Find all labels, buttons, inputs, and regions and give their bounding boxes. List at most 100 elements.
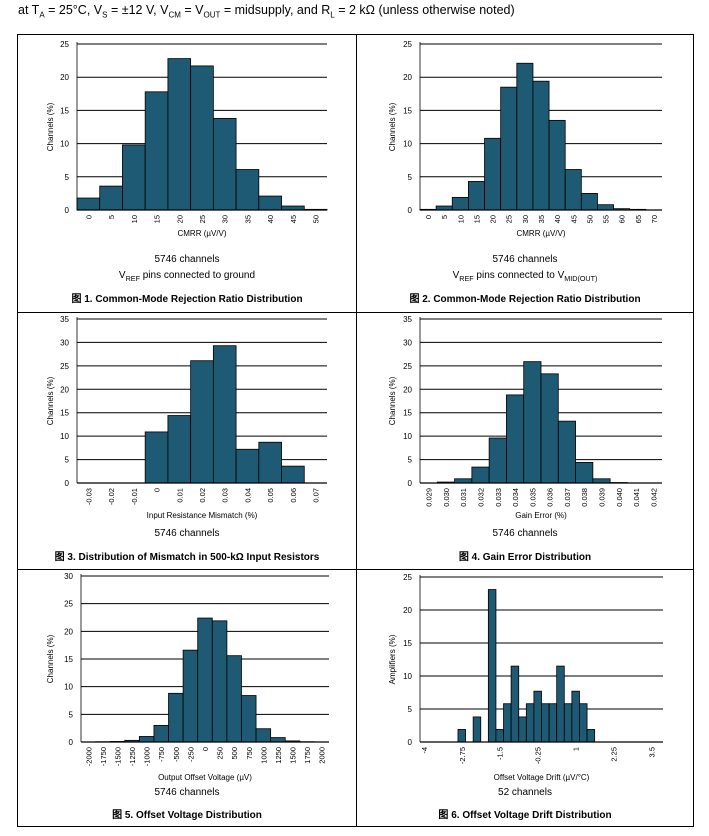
- x-tick-label: 55: [602, 215, 611, 223]
- gain-error-chart: 0 5 10 15 20 25 30 35 0.029 0.030 0.031 0.032 0.033 0…: [388, 315, 662, 563]
- y-tick-label: 0: [65, 206, 70, 215]
- histogram-bar: [226, 655, 242, 743]
- histogram-bar: [258, 441, 282, 484]
- y-tick-label: 5: [65, 173, 70, 182]
- x-tick-label: 0.034: [511, 488, 520, 507]
- histogram-bar: [540, 373, 559, 484]
- y-tick-label: 20: [60, 385, 69, 394]
- histogram-bar: [484, 137, 502, 211]
- chart-note: 5746 channels: [492, 528, 557, 539]
- x-tick-label: 1: [572, 747, 581, 751]
- x-tick-label: -4: [420, 747, 429, 754]
- x-tick-label: 65: [634, 215, 643, 223]
- chart-note: 5746 channels: [154, 787, 219, 798]
- y-tick-label: 20: [403, 385, 412, 394]
- x-axis-title: Input Resistance Mismatch (%): [147, 511, 258, 520]
- y-tick-label: 10: [60, 432, 69, 441]
- y-tick-label: 10: [403, 140, 412, 149]
- y-tick-label: 20: [64, 627, 73, 636]
- x-axis-title: Offset Voltage Drift (µV/°C): [494, 773, 590, 782]
- x-axis-title: Output Offset Voltage (µV): [158, 773, 252, 782]
- x-tick-label: 0.06: [289, 488, 298, 503]
- y-tick-label: 0: [65, 479, 70, 488]
- y-tick-label: 15: [403, 409, 412, 418]
- x-tick-label: 0: [84, 215, 93, 219]
- x-tick-label: 10: [130, 215, 139, 223]
- y-tick-label: 10: [64, 683, 73, 692]
- histogram-bar: [258, 195, 282, 211]
- histogram-bar: [451, 196, 469, 211]
- x-tick-label: 25: [198, 215, 207, 223]
- x-tick-label: 1750: [303, 747, 312, 764]
- header-subscript: L: [330, 10, 335, 20]
- histogram-bar: [541, 703, 550, 743]
- y-tick-label: 25: [403, 362, 412, 371]
- histogram-bar: [506, 394, 525, 484]
- x-tick-label: 30: [521, 215, 530, 223]
- x-axis-title: CMRR (µV/V): [516, 229, 565, 238]
- x-tick-label: 10: [456, 215, 465, 223]
- header-subscript: A: [39, 10, 45, 20]
- grid-divider-row-2: [17, 569, 694, 570]
- histogram-bar: [235, 169, 260, 211]
- histogram-bar: [167, 415, 192, 484]
- figure-caption: 图 6. Offset Voltage Drift Distribution: [438, 809, 611, 821]
- histogram-bar: [557, 420, 576, 484]
- note-text: 5746 channels: [492, 254, 557, 265]
- histogram-bar: [510, 665, 520, 743]
- x-tick-label: 0.030: [442, 488, 451, 507]
- histogram-bar: [563, 703, 573, 743]
- cmrr-distribution-midout-chart: 0 5 10 15 20 25 0 5 10 15 20 25 30 35 40 45 50 55 60 65 70 CM…: [388, 40, 662, 305]
- histogram-bar: [190, 360, 214, 484]
- x-tick-label: -1000: [143, 747, 152, 766]
- x-tick-label: -0.03: [84, 488, 93, 505]
- x-tick-label: 0.02: [198, 488, 207, 503]
- y-tick-label: 5: [408, 705, 413, 714]
- histogram-bar: [564, 169, 582, 211]
- x-tick-label: 0.033: [494, 488, 503, 507]
- grid-divider-vertical: [356, 34, 357, 827]
- x-tick-label: -1750: [99, 747, 108, 766]
- x-tick-label: -1500: [113, 747, 122, 766]
- y-tick-label: 5: [408, 173, 413, 182]
- chart-note: 52 channels: [498, 787, 552, 798]
- y-tick-label: 30: [64, 572, 73, 581]
- x-tick-label: 35: [243, 215, 252, 223]
- y-tick-label: 10: [60, 140, 69, 149]
- note-text: 5746 channels: [154, 528, 219, 539]
- chart-note: 5746 channels: [154, 254, 219, 265]
- x-tick-label: 50: [585, 215, 594, 223]
- histogram-bar: [255, 728, 272, 743]
- note-text: 52 channels: [498, 787, 552, 798]
- x-tick-label: 0.041: [632, 488, 641, 507]
- y-tick-label: 5: [65, 456, 70, 465]
- histogram-bar: [533, 690, 542, 743]
- histogram-bar: [575, 461, 594, 484]
- x-tick-label: 0.032: [477, 488, 486, 507]
- histogram-bar: [457, 729, 466, 743]
- x-tick-label: -2000: [84, 747, 93, 766]
- x-tick-label: -500: [172, 747, 181, 762]
- figure-caption: 图 4. Gain Error Distribution: [459, 551, 591, 563]
- histogram-bar: [454, 478, 473, 484]
- y-tick-label: 15: [403, 106, 412, 115]
- y-tick-label: 15: [403, 639, 412, 648]
- x-tick-label: 45: [289, 215, 298, 223]
- histogram-bar: [516, 62, 534, 211]
- y-tick-label: 10: [403, 432, 412, 441]
- x-tick-label: 0.07: [312, 488, 321, 503]
- y-axis-title: Channels (%): [46, 102, 55, 151]
- x-tick-label: 30: [221, 215, 230, 223]
- histogram-bar: [153, 724, 169, 743]
- y-tick-label: 0: [408, 206, 413, 215]
- x-tick-label: 0.031: [459, 488, 468, 507]
- histogram-bar: [471, 466, 490, 484]
- y-tick-label: 30: [403, 338, 412, 347]
- y-tick-label: 15: [60, 106, 69, 115]
- histogram-bar: [270, 737, 286, 743]
- histogram-bar: [523, 361, 542, 484]
- note-text: V: [453, 270, 460, 281]
- offset-voltage-chart: 0 5 10 15 20 25 30 -2000 -1750 -1500 -1250 -1000 -75…: [46, 572, 329, 821]
- grid-divider-row-1: [17, 312, 694, 313]
- figure-caption: 图 1. Common-Mode Rejection Ratio Distrib…: [71, 293, 302, 305]
